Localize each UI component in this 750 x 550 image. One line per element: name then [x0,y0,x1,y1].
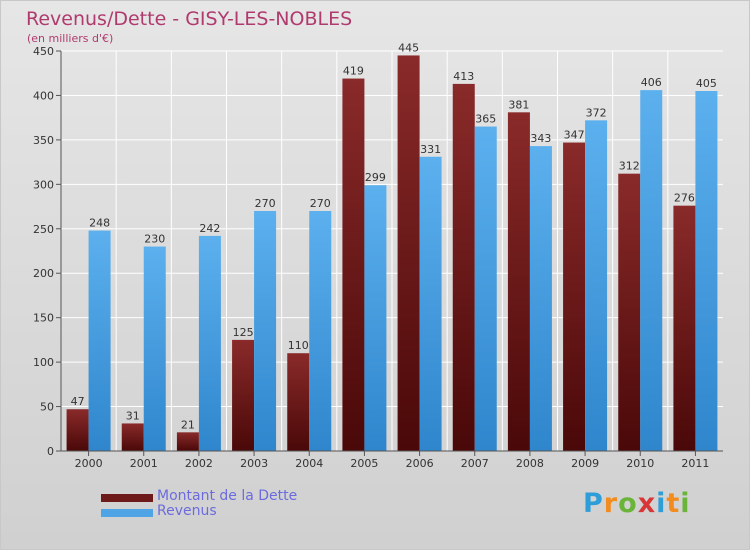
bar-revenus [143,246,166,451]
bar-revenus [198,235,221,451]
bar-revenus [88,230,111,451]
logo-letter: o [618,488,638,519]
legend-swatch-dette [101,494,153,502]
y-tick-label: 350 [33,134,54,147]
data-label-dette: 445 [398,41,419,54]
x-tick-label: 2005 [350,457,378,470]
data-label-dette: 110 [288,339,309,352]
bar-revenus [474,126,497,452]
x-tick-label: 2008 [516,457,544,470]
data-label-revenus: 270 [310,197,331,210]
data-labels: 47 248 31 230 21 242 125 270 110 270 419 299 445 331 4… [71,41,717,431]
chart-title: Revenus/Dette - GISY-LES-NOBLES [26,8,352,30]
data-label-dette: 347 [564,129,585,142]
data-label-revenus: 299 [365,171,386,184]
data-label-revenus: 405 [696,77,717,90]
bar-dette [342,78,365,452]
data-label-revenus: 343 [530,132,551,145]
logo-letter: r [603,488,619,519]
data-label-dette: 21 [181,418,195,431]
data-label-dette: 125 [233,326,254,339]
bar-dette [176,432,199,451]
y-tick-label: 100 [33,356,54,369]
data-label-revenus: 331 [420,143,441,156]
x-tick-label: 2003 [240,457,268,470]
bar-dette [618,173,641,451]
logo-letter: i [656,488,667,519]
legend-swatch-revenus [101,509,153,517]
data-label-dette: 276 [674,192,695,205]
y-tick-label: 450 [33,45,54,58]
data-label-dette: 31 [126,409,140,422]
proxiti-logo: Proxiti [583,488,691,519]
y-tick-label: 300 [33,178,54,191]
bar-revenus [585,120,608,451]
x-tick-label: 2011 [681,457,709,470]
data-label-dette: 312 [619,160,640,173]
bars [66,55,718,452]
bar-dette [673,205,696,451]
data-label-dette: 419 [343,65,364,78]
x-tick-label: 2010 [626,457,654,470]
x-tick-label: 2000 [75,457,103,470]
x-axis: 2000 2001 2002 2003 2004 2005 2006 2007 2008 2009… [61,450,723,470]
bar-dette [287,353,310,451]
x-tick-label: 2006 [406,457,434,470]
y-tick-label: 50 [40,401,54,414]
logo-letter: t [666,488,681,519]
bar-revenus [640,90,663,451]
bar-dette [397,55,420,451]
data-label-revenus: 230 [144,233,165,246]
legend-label-dette: Montant de la Dette [157,488,298,504]
gridlines [61,50,723,452]
data-label-dette: 47 [71,395,85,408]
x-tick-label: 2009 [571,457,599,470]
bar-revenus [364,185,387,451]
y-tick-label: 200 [33,267,54,280]
bar-dette [232,339,255,451]
bar-revenus [529,146,552,451]
data-label-revenus: 242 [199,222,220,235]
data-label-revenus: 248 [89,217,110,230]
y-tick-label: 150 [33,312,54,325]
logo-letter: i [680,488,691,519]
bar-dette [66,409,89,451]
x-tick-label: 2001 [130,457,158,470]
bar-revenus [695,91,718,451]
x-tick-label: 2002 [185,457,213,470]
x-tick-label: 2007 [461,457,489,470]
legend-label-revenus: Revenus [157,503,217,519]
data-label-dette: 381 [508,98,529,111]
data-label-revenus: 406 [641,76,662,89]
y-axis: 0 50 100 150 200 250 300 350 400 450 [33,45,62,458]
bar-dette [563,142,586,452]
data-label-dette: 413 [453,70,474,83]
data-label-revenus: 270 [255,197,276,210]
x-tick-label: 2004 [295,457,323,470]
data-label-revenus: 365 [475,113,496,126]
data-label-revenus: 372 [586,106,607,119]
bar-revenus [309,211,332,451]
y-tick-label: 250 [33,223,54,236]
bar-revenus [419,156,442,451]
y-tick-label: 0 [47,445,54,458]
logo-letter: P [583,488,604,519]
chart-subtitle: (en milliers d'€) [27,32,113,45]
bar-dette [121,423,144,451]
logo-letter: x [637,488,657,519]
bar-dette [507,112,530,451]
bar-revenus [254,211,277,451]
y-tick-label: 400 [33,89,54,102]
bar-dette [452,83,475,451]
